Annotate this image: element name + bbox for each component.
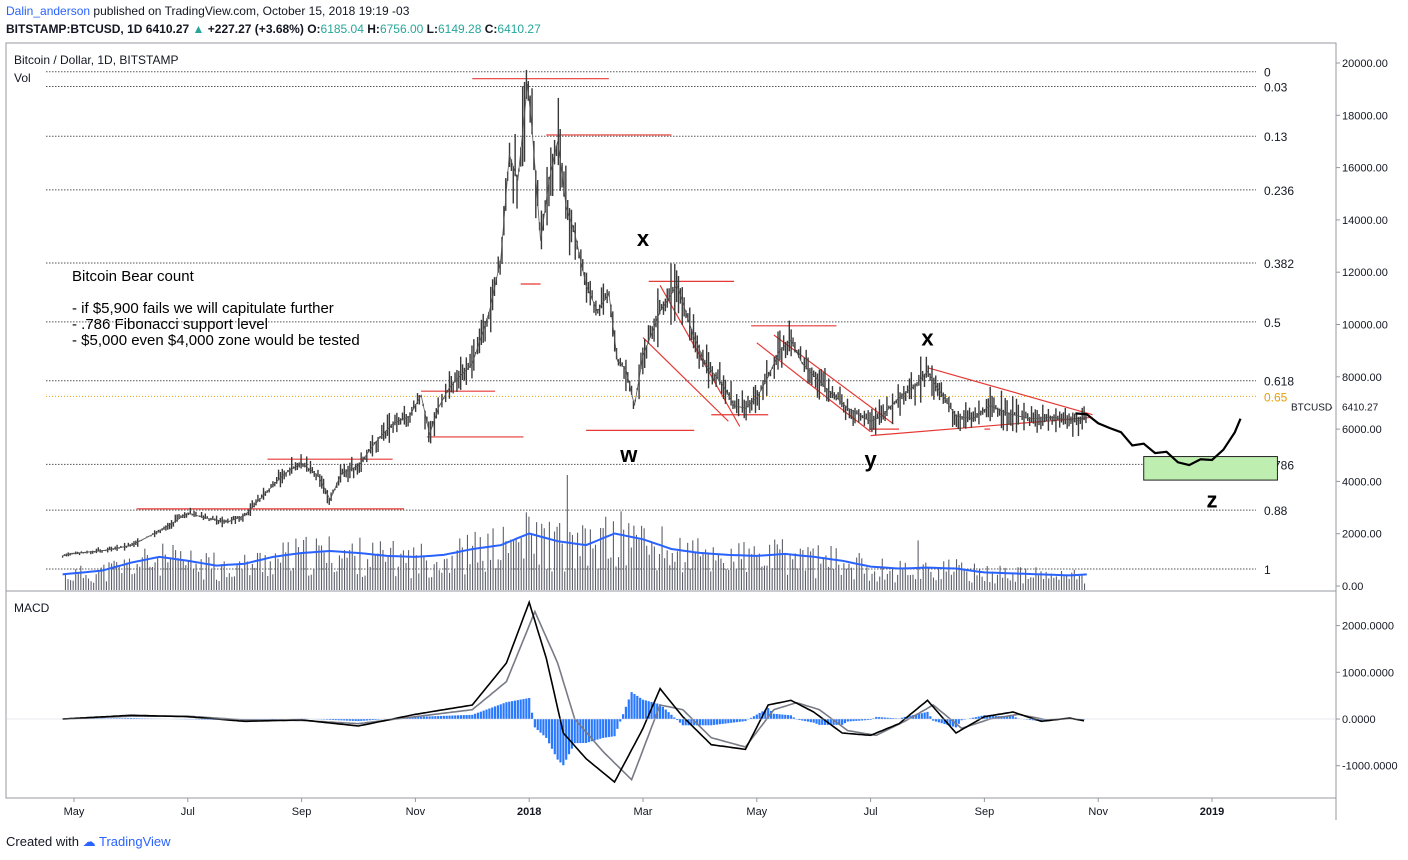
volume-series <box>62 475 1087 590</box>
chart-title: Bitcoin / Dollar, 1D, BITSTAMP <box>14 53 179 67</box>
last-price: 6410.27 <box>145 22 190 36</box>
macd-tick-label: 0.0000 <box>1342 714 1376 726</box>
macd-pane[interactable] <box>5 590 1337 799</box>
price-tick-label: 10000.00 <box>1342 320 1388 332</box>
volume-label: Vol <box>14 71 31 85</box>
price-tick-label: 18000.00 <box>1342 110 1388 122</box>
publish-line: Dalin_anderson published on TradingView.… <box>6 4 409 18</box>
published-text: published on TradingView.com, October 15… <box>93 4 410 18</box>
high-value: 6756.00 <box>379 22 424 36</box>
fib-label: 0.236 <box>1264 184 1294 198</box>
price-tick-label: 2000.00 <box>1342 529 1382 541</box>
close-label: C: <box>484 22 498 36</box>
change-text: +227.27 (+3.68%) <box>207 22 304 36</box>
annotation-line: - .786 Fibonacci support level <box>72 316 268 333</box>
cloud-icon: ☁ <box>82 834 96 849</box>
price-label: BTCUSD <box>1291 402 1332 413</box>
author-link[interactable]: Dalin_anderson <box>6 4 91 18</box>
macd-label: MACD <box>14 601 50 615</box>
price-sep: · <box>1330 402 1333 413</box>
wave-label: y <box>864 447 877 472</box>
chart-canvas[interactable]: 00.030.130.2360.3820.50.6180.650.7860.88… <box>0 0 1408 830</box>
price-line <box>62 83 1087 557</box>
fib-label: 0.5 <box>1264 316 1281 330</box>
time-tick-label: Mar <box>634 806 653 818</box>
price-tick-label: 8000.00 <box>1342 372 1382 384</box>
macd-tick-label: 2000.0000 <box>1342 621 1394 633</box>
up-arrow-icon: ▲ <box>192 22 205 36</box>
time-tick-label: May <box>64 806 85 818</box>
time-tick-label: Jul <box>864 806 878 818</box>
projected-path <box>1075 412 1242 467</box>
macd-signal-line <box>62 609 1085 782</box>
price-tick-label: 4000.00 <box>1342 476 1382 488</box>
price-series <box>61 69 1242 558</box>
macd-line <box>62 599 1085 784</box>
annotation-line: - $5,000 even $4,000 zone would be teste… <box>72 332 360 349</box>
volume-ma-line <box>62 532 1087 577</box>
low-value: 6149.28 <box>438 22 482 36</box>
high-label: H: <box>367 22 380 36</box>
price-tick-label: 20000.00 <box>1342 58 1388 70</box>
annotation-line: - if $5,900 fails we will capitulate fur… <box>72 300 334 317</box>
created-with-text: Created with <box>6 834 79 849</box>
trend-line <box>927 367 1093 416</box>
chart-texts: Bitcoin / Dollar, 1D, BITSTAMP Vol MACD … <box>14 53 360 615</box>
macd-tick-label: 1000.0000 <box>1342 667 1394 679</box>
ohlc-line: BITSTAMP:BTCUSD, 1D 6410.27 ▲ +227.27 (+… <box>6 22 541 36</box>
fib-label: 0.13 <box>1264 130 1288 144</box>
fib-label: 0 <box>1264 66 1271 80</box>
low-label: L: <box>426 22 438 36</box>
close-value: 6410.27 <box>497 22 541 36</box>
time-tick-label: Sep <box>292 806 312 818</box>
open-label: O: <box>307 22 321 36</box>
wave-label: w <box>619 442 638 467</box>
time-tick-label: Sep <box>975 806 995 818</box>
axes: 20000.0018000.0016000.0014000.0012000.00… <box>64 58 1398 818</box>
fib-label: 0.88 <box>1264 504 1288 518</box>
time-tick-label: 2018 <box>517 806 541 818</box>
fib-label: 0.382 <box>1264 257 1294 271</box>
symbol-text: BITSTAMP:BTCUSD, 1D <box>6 22 143 36</box>
time-tick-label: Jul <box>181 806 195 818</box>
fib-label: 0.03 <box>1264 81 1288 95</box>
macd-tick-label: -1000.0000 <box>1342 761 1398 773</box>
fib-label: 1 <box>1264 563 1271 577</box>
time-tick-label: Nov <box>406 806 426 818</box>
trend-line <box>773 334 894 425</box>
macd-series <box>6 599 1336 784</box>
price-tick-label: 16000.00 <box>1342 163 1388 175</box>
wave-label: z <box>1207 488 1218 513</box>
open-value: 6185.04 <box>320 22 364 36</box>
price-tick-label: 14000.00 <box>1342 215 1388 227</box>
pattern-drawings: x w x y z <box>136 78 1278 513</box>
annotation-title: Bitcoin Bear count <box>72 268 195 285</box>
price-tick-label: 6000.00 <box>1342 424 1382 436</box>
chart-header: Dalin_anderson published on TradingView.… <box>0 0 1408 40</box>
price-tick-label: 0.00 <box>1342 581 1363 593</box>
price-tick-label: 12000.00 <box>1342 267 1388 279</box>
time-tick-label: May <box>746 806 767 818</box>
wave-label: x <box>637 226 650 251</box>
wave-label: x <box>921 325 934 350</box>
time-tick-label: 2019 <box>1200 806 1224 818</box>
footer: Created with ☁ TradingView <box>6 834 171 850</box>
trend-line <box>659 284 741 427</box>
time-tick-label: Nov <box>1088 806 1108 818</box>
tradingview-link[interactable]: TradingView <box>99 834 171 849</box>
fib-label: 0.618 <box>1264 375 1294 389</box>
price-value: 6410.27 <box>1342 402 1379 413</box>
trend-line <box>642 337 729 422</box>
fib-label: 0.65 <box>1264 390 1288 404</box>
